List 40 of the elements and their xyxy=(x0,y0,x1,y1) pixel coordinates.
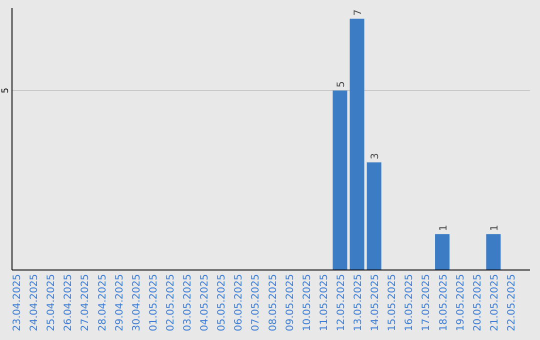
x-tick-label: 15.05.2025 xyxy=(387,274,398,332)
x-tick-label: 20.05.2025 xyxy=(472,274,484,332)
x-tick-label: 13.05.2025 xyxy=(353,274,364,332)
x-tick-label: 26.04.2025 xyxy=(63,274,74,332)
bar xyxy=(350,18,364,270)
x-tick-label: 21.05.2025 xyxy=(489,274,500,332)
bar xyxy=(486,234,501,270)
x-tick-label: 10.05.2025 xyxy=(302,274,313,332)
x-tick-label: 17.05.2025 xyxy=(421,274,432,332)
x-tick-label: 18.05.2025 xyxy=(438,274,450,332)
bar xyxy=(332,90,348,270)
x-tick-label: 02.05.2025 xyxy=(165,274,176,332)
x-tick-label: 05.05.2025 xyxy=(216,274,228,332)
x-tick-label: 27.04.2025 xyxy=(80,274,92,332)
data-label: 1 xyxy=(489,224,500,232)
x-tick-label: 22.05.2025 xyxy=(506,274,518,332)
x-tick-label: 25.04.2025 xyxy=(46,274,58,332)
bar xyxy=(435,234,450,270)
data-label: 1 xyxy=(438,224,450,232)
x-tick-label: 16.05.2025 xyxy=(404,274,416,332)
data-label: 3 xyxy=(370,152,382,160)
x-tick-label: 14.05.2025 xyxy=(370,274,382,332)
x-tick-label: 04.05.2025 xyxy=(200,274,211,332)
x-tick-label: 11.05.2025 xyxy=(318,274,330,332)
data-label: 7 xyxy=(353,9,364,16)
x-tick-label: 08.05.2025 xyxy=(268,274,279,332)
x-tick-label: 30.04.2025 xyxy=(131,274,142,332)
x-tick-label: 28.04.2025 xyxy=(97,274,108,332)
x-tick-label: 19.05.2025 xyxy=(455,274,466,332)
x-tick-label: 29.04.2025 xyxy=(114,274,126,332)
x-tick-label: 23.04.2025 xyxy=(12,274,24,332)
x-tick-label: 01.05.2025 xyxy=(148,274,160,332)
x-tick-label: 03.05.2025 xyxy=(182,274,194,332)
x-tick-label: 06.05.2025 xyxy=(234,274,245,332)
x-tick-label: 09.05.2025 xyxy=(284,274,296,332)
x-tick-label: 07.05.2025 xyxy=(250,274,262,332)
x-tick-label: 12.05.2025 xyxy=(336,274,347,332)
bar xyxy=(366,162,382,270)
data-label: 5 xyxy=(336,81,347,88)
x-tick-label: 24.04.2025 xyxy=(29,274,40,332)
